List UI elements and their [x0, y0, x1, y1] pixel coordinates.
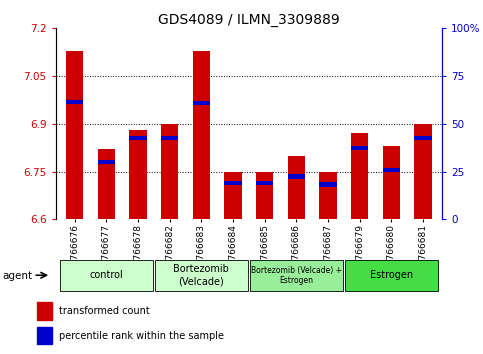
Bar — [351, 146, 369, 150]
Bar — [193, 51, 210, 219]
FancyBboxPatch shape — [60, 260, 153, 291]
Bar — [224, 181, 242, 185]
Text: Bortezomib (Velcade) +
Estrogen: Bortezomib (Velcade) + Estrogen — [251, 266, 342, 285]
Text: control: control — [89, 270, 123, 280]
Bar — [129, 136, 147, 140]
FancyBboxPatch shape — [345, 260, 438, 291]
Bar — [287, 175, 305, 178]
Text: percentile rank within the sample: percentile rank within the sample — [59, 331, 224, 341]
Text: Bortezomib
(Velcade): Bortezomib (Velcade) — [173, 264, 229, 286]
Bar — [161, 124, 178, 219]
Text: transformed count: transformed count — [59, 306, 150, 316]
Bar — [98, 160, 115, 164]
Bar — [37, 327, 53, 344]
Bar — [287, 156, 305, 219]
FancyBboxPatch shape — [250, 260, 343, 291]
Bar — [66, 51, 83, 219]
Bar — [414, 136, 432, 140]
Bar — [351, 133, 369, 219]
Bar — [193, 101, 210, 105]
Bar — [256, 181, 273, 185]
Bar — [129, 130, 147, 219]
Text: Estrogen: Estrogen — [369, 270, 413, 280]
Title: GDS4089 / ILMN_3309889: GDS4089 / ILMN_3309889 — [158, 13, 340, 27]
Bar — [319, 172, 337, 219]
Bar — [98, 149, 115, 219]
Bar — [383, 168, 400, 172]
Text: agent: agent — [2, 271, 32, 281]
Bar — [66, 99, 83, 104]
Bar — [37, 302, 53, 320]
Bar — [319, 182, 337, 187]
Bar — [256, 172, 273, 219]
FancyBboxPatch shape — [155, 260, 248, 291]
Bar — [161, 136, 178, 140]
Bar — [383, 146, 400, 219]
Bar — [224, 172, 242, 219]
Bar — [414, 124, 432, 219]
